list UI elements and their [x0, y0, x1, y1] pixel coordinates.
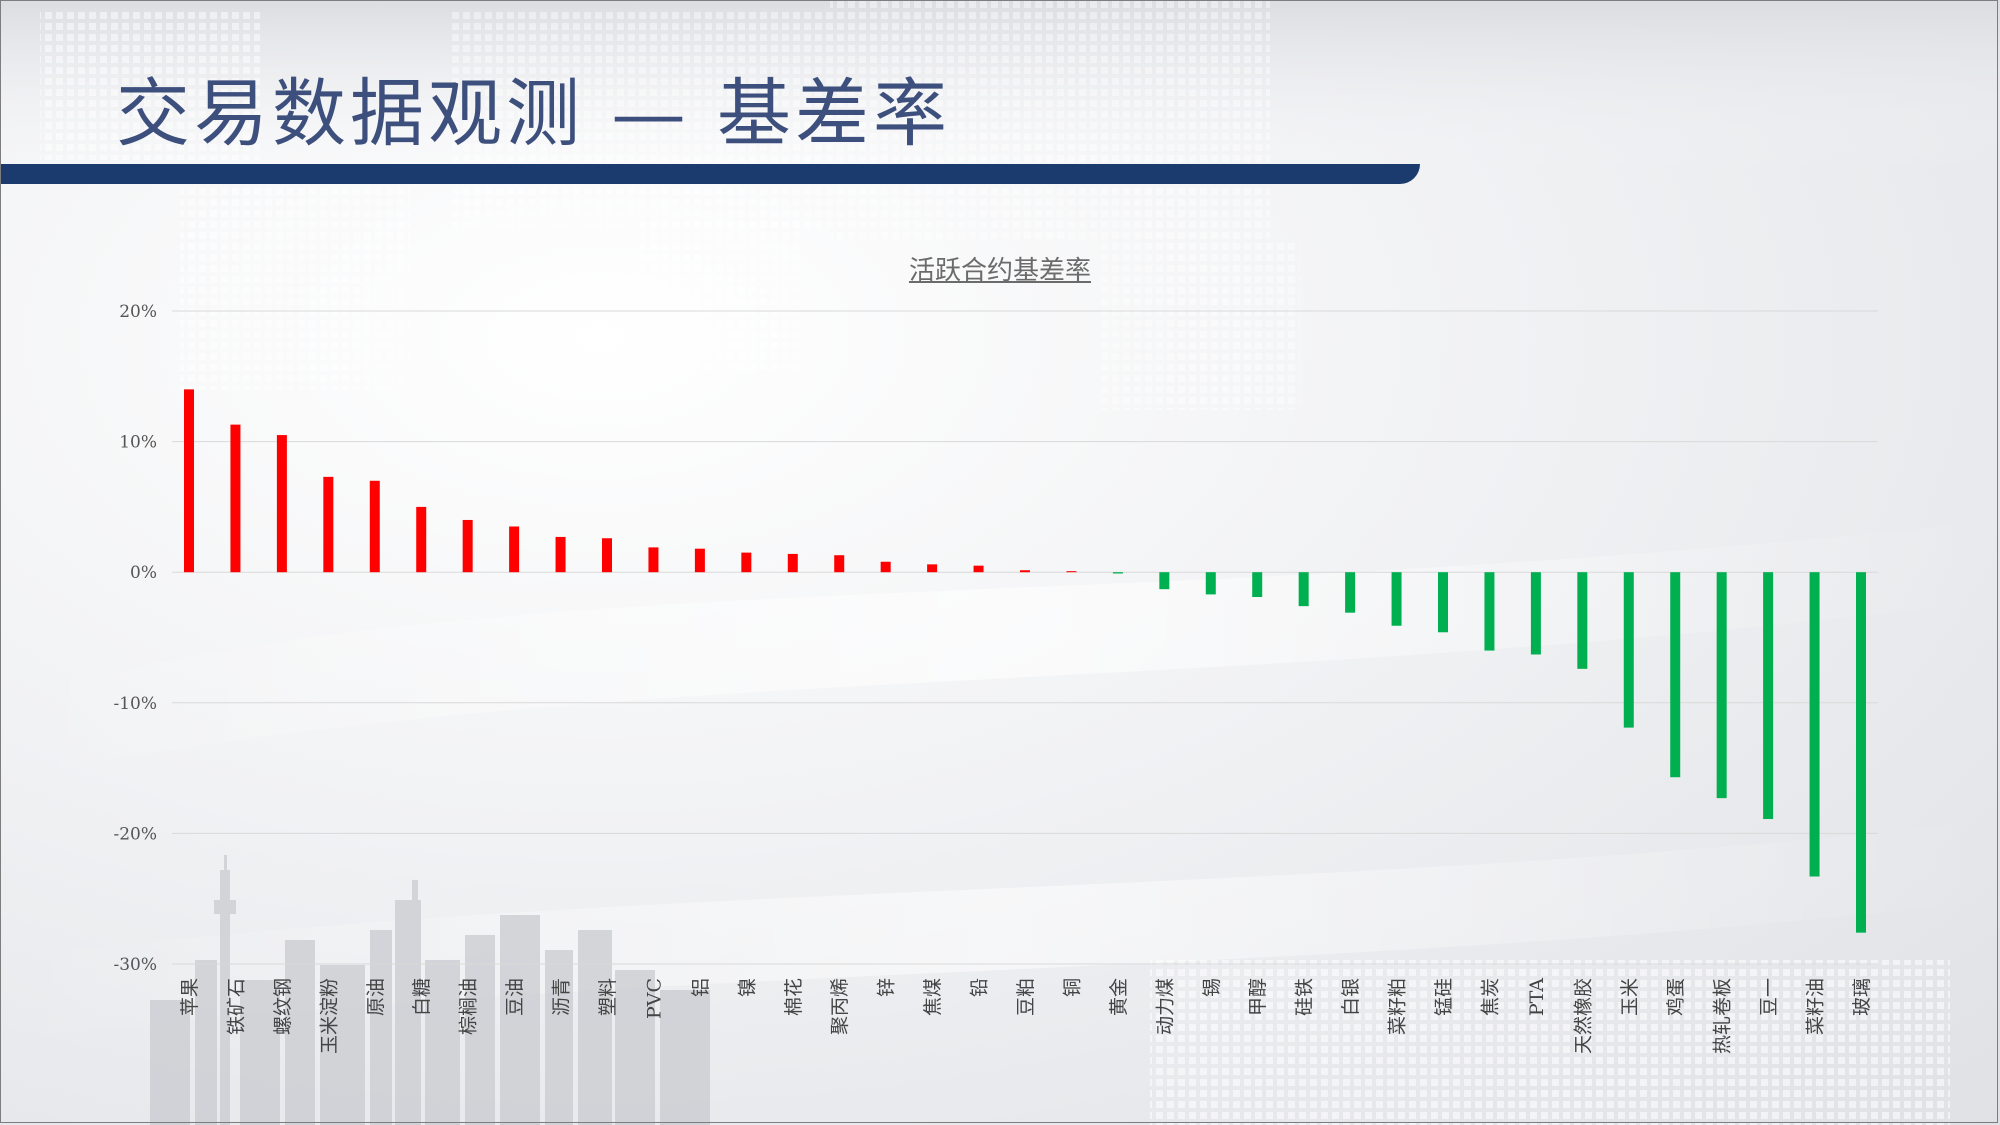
grid-lines: [172, 310, 1878, 965]
bar: [694, 548, 705, 573]
bar: [1345, 572, 1356, 613]
bar: [416, 506, 427, 573]
x-category-label: 锰硅: [1433, 978, 1455, 1016]
bar: [1484, 572, 1495, 651]
x-category-label: 苹果: [179, 978, 201, 1016]
x-category-label: 白糖: [411, 978, 433, 1016]
bar: [323, 476, 334, 573]
x-category-label: 玉米淀粉: [318, 978, 340, 1054]
x-category-label: 铅: [969, 978, 991, 997]
x-category-label: 沥青: [551, 978, 573, 1016]
x-category-label: 动力煤: [1154, 978, 1176, 1035]
x-category-label: 白银: [1340, 978, 1362, 1016]
bars: [184, 389, 1866, 933]
chart-title: 活跃合约基差率: [908, 256, 1091, 286]
bar: [1391, 572, 1402, 626]
x-category-label: 原油: [365, 978, 387, 1016]
bar: [648, 547, 659, 573]
x-category-label: 鸡蛋: [1665, 978, 1687, 1016]
bar: [1577, 572, 1588, 669]
x-category-label: 铝: [690, 978, 712, 997]
bar: [880, 561, 891, 573]
x-category-label: 玉米: [1619, 978, 1641, 1016]
x-category-label: 镍: [736, 978, 758, 997]
bar: [555, 536, 566, 573]
bar: [1252, 572, 1263, 598]
bar: [1205, 572, 1216, 595]
bar: [1159, 572, 1170, 590]
y-tick-label: -10%: [113, 694, 157, 714]
x-category-label: 菜籽油: [1805, 978, 1827, 1035]
x-category-label: 豆一: [1758, 978, 1780, 1016]
bar: [1066, 571, 1077, 573]
title-bar: [0, 164, 1420, 184]
bar: [1298, 572, 1309, 607]
y-tick-label: -30%: [113, 955, 157, 975]
bar: [369, 480, 380, 573]
bar: [1112, 572, 1123, 574]
x-category-label: 豆油: [504, 978, 526, 1016]
x-category-label: 菜籽粕: [1387, 978, 1409, 1035]
bar: [1856, 572, 1866, 933]
bar: [1530, 572, 1541, 655]
bar: [230, 424, 241, 573]
x-category-label: 棕榈油: [458, 978, 480, 1035]
x-category-label: 锌: [876, 978, 898, 997]
x-category-label: 塑料: [597, 978, 619, 1016]
x-category-label: 热轧卷板: [1712, 978, 1734, 1054]
bar: [602, 538, 612, 573]
x-category-label: 天然橡胶: [1572, 978, 1594, 1054]
y-axis-ticks: 20% 10% 0% -10% -20% -30%: [113, 302, 157, 975]
bar: [973, 565, 984, 573]
bar: [741, 552, 752, 573]
bar: [834, 555, 845, 573]
bar: [1763, 572, 1774, 820]
bar: [1020, 570, 1030, 573]
bar: [509, 526, 520, 573]
x-category-label: PTA: [1526, 978, 1548, 1016]
y-tick-label: 20%: [119, 302, 157, 322]
bar: [1716, 572, 1727, 799]
bar: [462, 519, 473, 573]
x-category-label: 聚丙烯: [829, 978, 851, 1035]
bar: [184, 389, 194, 573]
x-category-label: 焦煤: [922, 978, 944, 1016]
bar: [1623, 572, 1634, 728]
x-category-label: 焦炭: [1479, 978, 1501, 1016]
x-category-label: 玻璃: [1851, 978, 1873, 1016]
slide-title: 交易数据观测 — 基差率: [116, 71, 952, 157]
x-category-label: PVC: [643, 978, 665, 1019]
x-category-label: 甲醇: [1247, 978, 1269, 1016]
x-category-label: 豆粕: [1015, 978, 1037, 1016]
bar: [787, 553, 798, 573]
x-axis-labels: 苹果 铁矿石 螺纹钢 玉米淀粉 原油 白糖 棕榈油 豆油 沥青 塑料 PVC 铝 镍 棉花 聚丙烯 锌 焦煤 铅 豆…: [179, 978, 1873, 1054]
x-category-label: 黄金: [1108, 978, 1130, 1016]
bar: [276, 435, 287, 573]
bar: [1438, 572, 1448, 633]
x-category-label: 铜: [1061, 978, 1083, 997]
x-category-label: 棉花: [783, 978, 805, 1016]
bar: [1809, 572, 1820, 877]
y-tick-label: -20%: [113, 824, 157, 844]
bar: [927, 564, 938, 573]
x-category-label: 锡: [1201, 978, 1223, 997]
x-category-label: 硅铁: [1294, 978, 1316, 1016]
x-category-label: 螺纹钢: [272, 978, 294, 1035]
bar: [1670, 572, 1681, 778]
y-tick-label: 0%: [130, 563, 157, 583]
y-tick-label: 10%: [119, 433, 157, 453]
x-category-label: 铁矿石: [225, 978, 247, 1035]
